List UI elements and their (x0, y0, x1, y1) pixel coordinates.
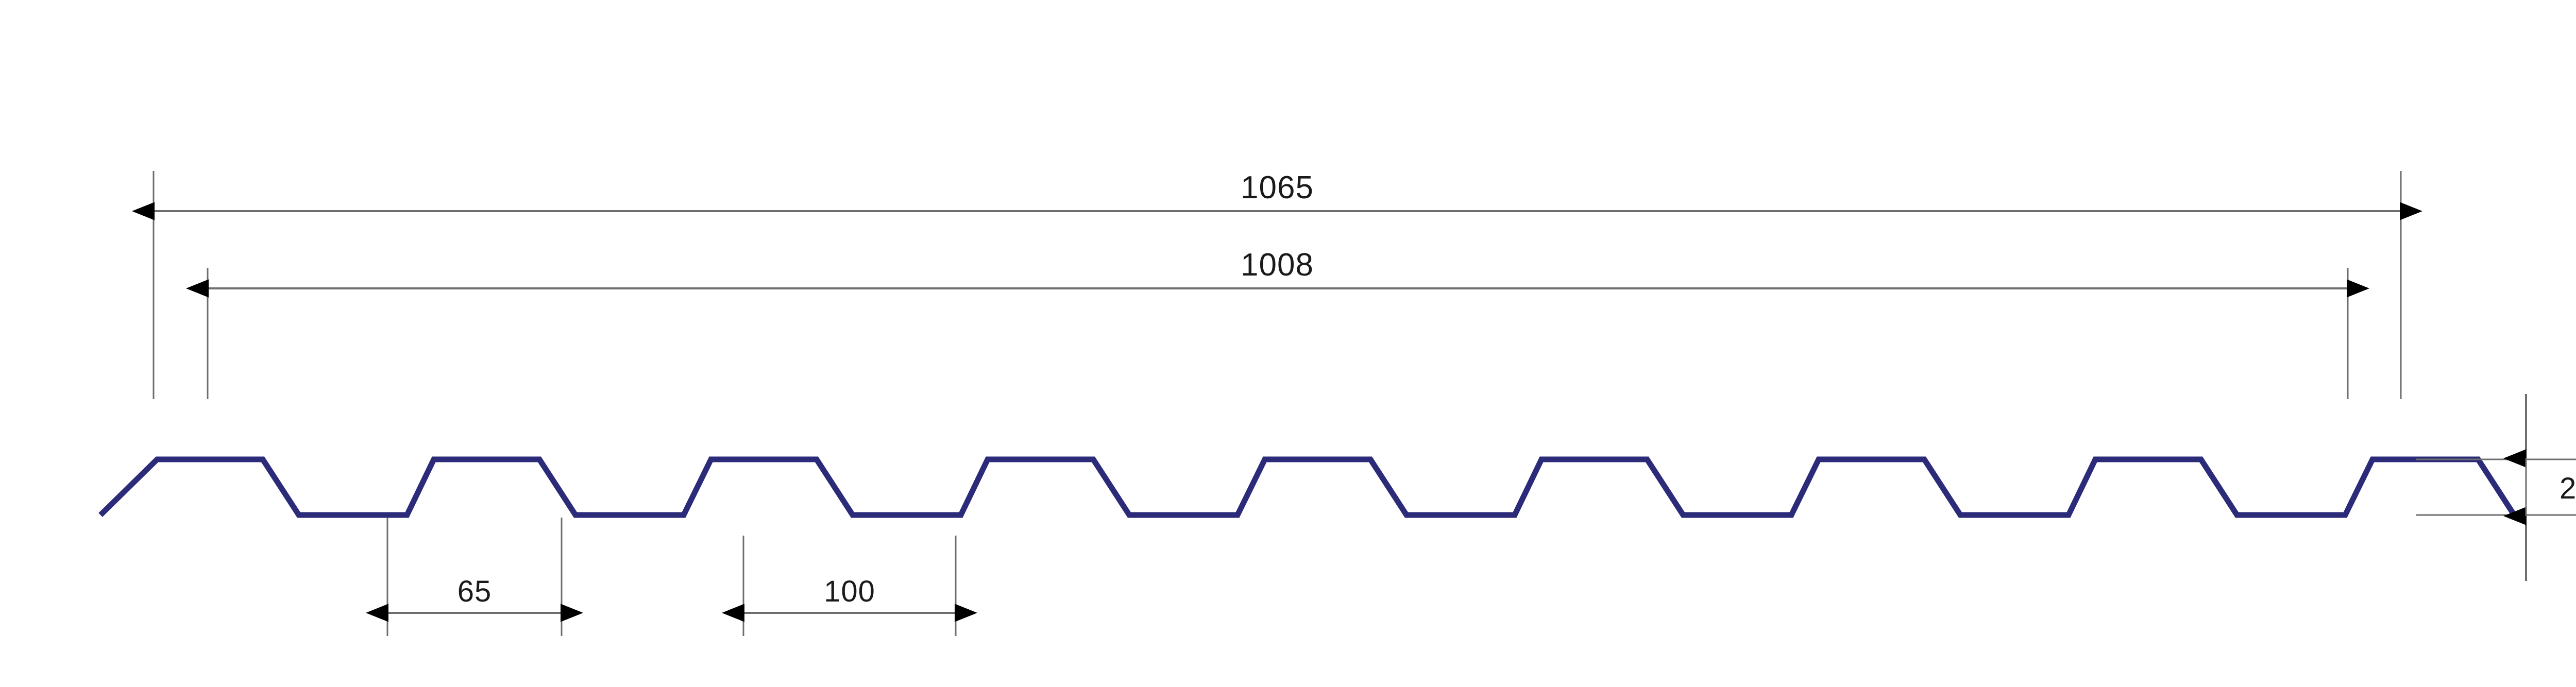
dimension-crest-width: 65 (366, 518, 583, 636)
dimension-label-crest-width: 65 (457, 575, 492, 608)
dimension-pitch: 100 (722, 536, 977, 636)
dimension-profile-height: 21 мм (2416, 394, 2576, 581)
profile-polyline (98, 456, 2517, 518)
dimension-label-working-width: 1008 (1241, 247, 1314, 283)
dimension-working-width: 1008 (186, 247, 2369, 298)
corrugated-sheet-profile (98, 456, 2517, 518)
dimension-label-pitch: 100 (824, 575, 875, 608)
dimension-label-overall-width: 1065 (1241, 170, 1314, 205)
dimension-label-profile-height: 21 мм (2560, 472, 2576, 505)
dimension-overall-width: 1065 (132, 170, 2422, 220)
